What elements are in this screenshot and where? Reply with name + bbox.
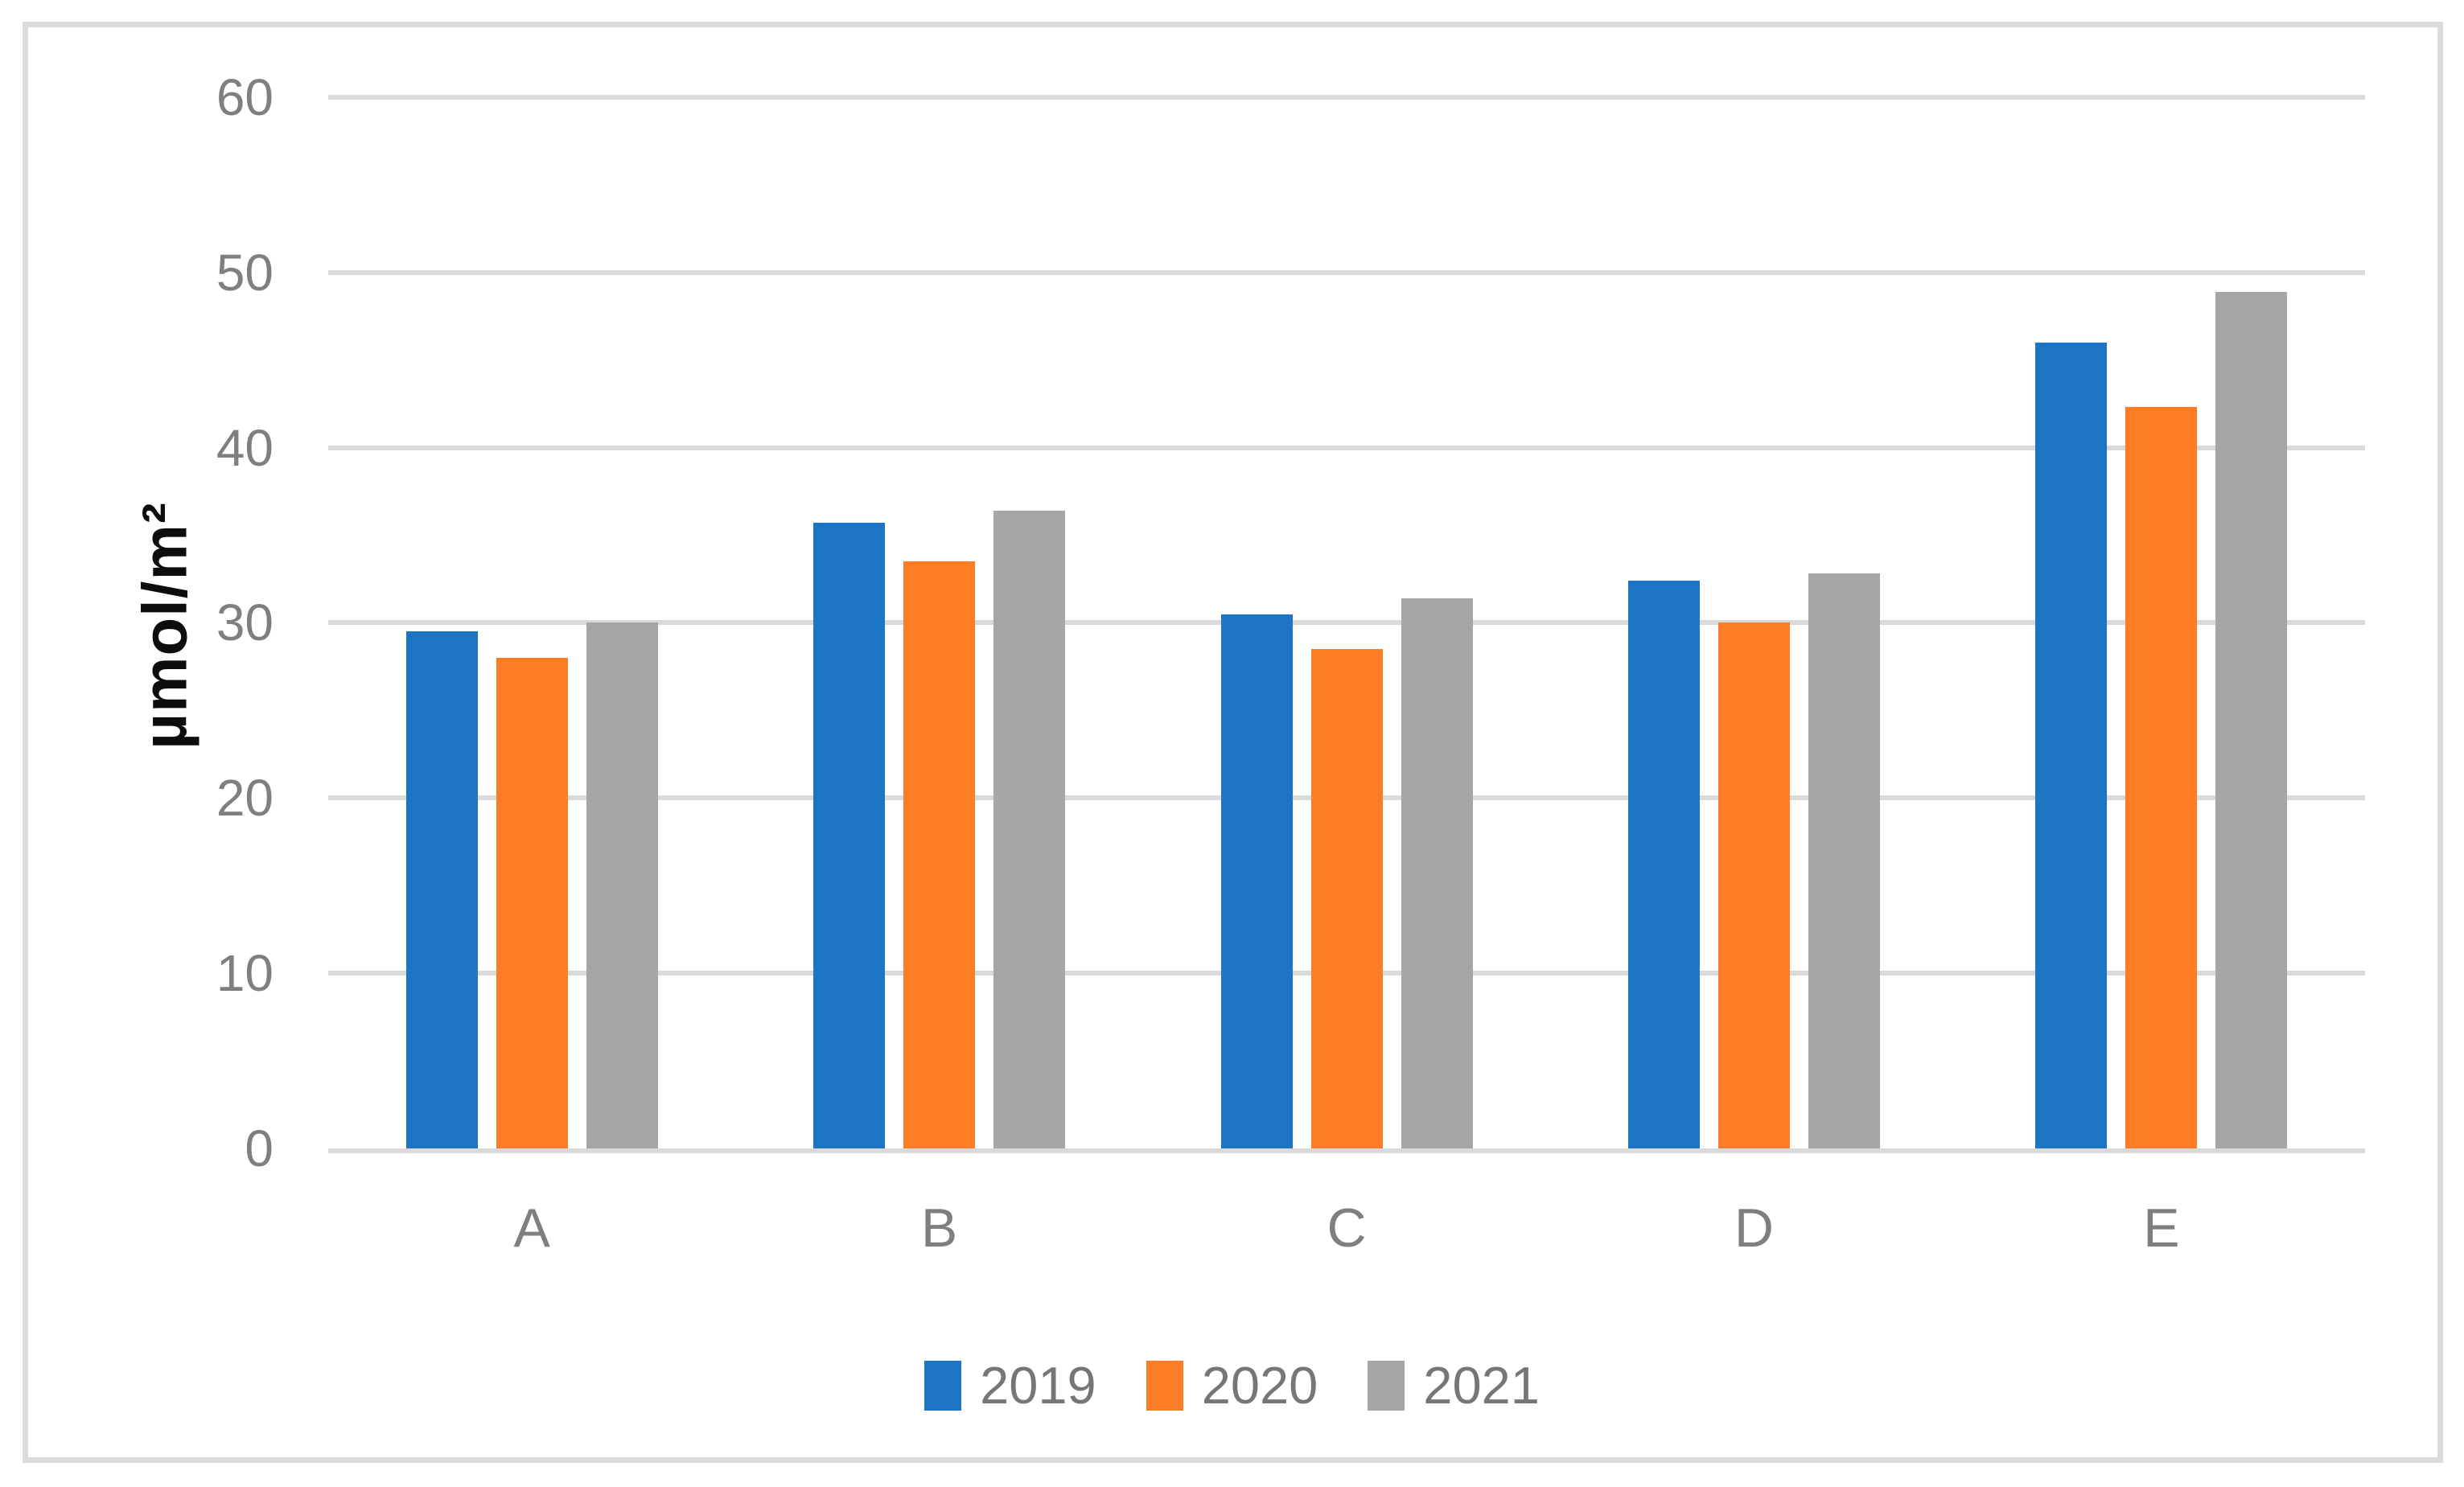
x-axis-line — [328, 1148, 2365, 1153]
legend-marker-icon — [1146, 1361, 1183, 1411]
chart-border — [23, 22, 2443, 1463]
y-tick-label: 60 — [216, 68, 274, 126]
bar-2020-A — [496, 657, 568, 1148]
y-axis-title: µmol/m² — [129, 502, 200, 750]
bar-2020-B — [903, 561, 976, 1148]
bar-2021-E — [2215, 291, 2288, 1148]
gridline — [328, 94, 2365, 100]
bar-2021-C — [1401, 598, 1473, 1148]
x-category-label: C — [1327, 1197, 1367, 1259]
x-category-label: E — [2143, 1197, 2180, 1259]
bar-2019-A — [405, 631, 478, 1148]
bar-2019-D — [1627, 581, 1700, 1148]
bar-2021-B — [993, 510, 1066, 1148]
y-tick-label: 10 — [216, 944, 274, 1003]
legend-label: 2019 — [980, 1356, 1096, 1415]
bar-2021-D — [1808, 573, 1880, 1148]
y-tick-label: 20 — [216, 769, 274, 828]
legend-marker-icon — [924, 1361, 962, 1411]
bar-2020-C — [1310, 649, 1383, 1148]
gridline — [328, 445, 2365, 450]
bar-2019-B — [813, 523, 886, 1148]
legend: 2019 2020 2021 — [0, 1359, 2464, 1412]
legend-item-2021: 2021 — [1368, 1359, 1540, 1412]
x-category-label: B — [920, 1197, 958, 1259]
y-tick-label: 0 — [245, 1119, 274, 1177]
y-tick-label: 40 — [216, 418, 274, 477]
legend-item-2020: 2020 — [1146, 1359, 1318, 1412]
gridline — [328, 269, 2365, 275]
legend-item-2019: 2019 — [924, 1359, 1096, 1412]
bar-2019-E — [2035, 342, 2108, 1148]
bar-2020-E — [2125, 407, 2198, 1148]
y-tick-label: 30 — [216, 594, 274, 652]
bar-2020-D — [1717, 622, 1790, 1148]
bar-2021-A — [586, 622, 658, 1148]
x-category-label: A — [513, 1197, 550, 1259]
legend-marker-icon — [1368, 1361, 1405, 1411]
y-tick-label: 50 — [216, 243, 274, 302]
legend-label: 2021 — [1423, 1356, 1540, 1415]
legend-label: 2020 — [1201, 1356, 1318, 1415]
x-category-label: D — [1734, 1197, 1774, 1259]
bar-2019-C — [1220, 614, 1293, 1148]
gridline — [328, 620, 2365, 626]
